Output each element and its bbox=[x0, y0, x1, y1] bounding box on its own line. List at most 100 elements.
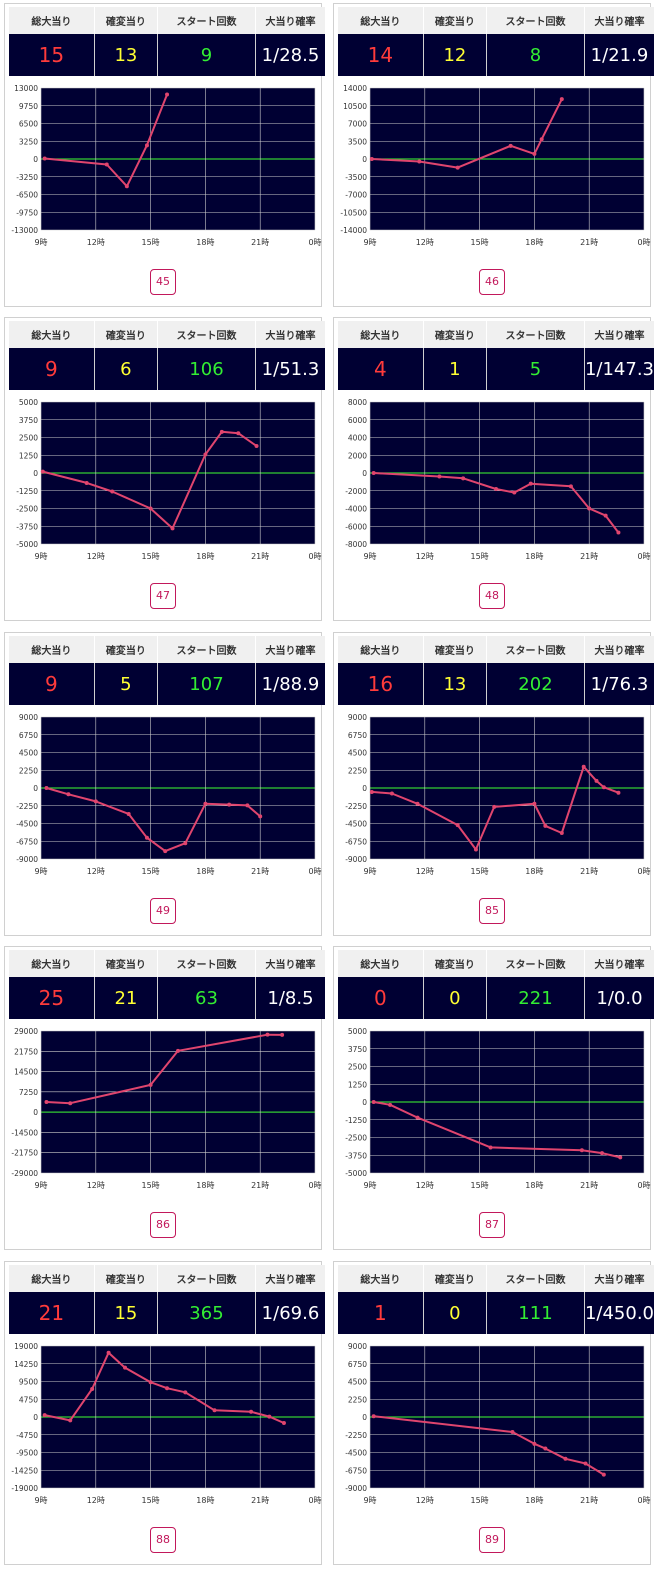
header-kakuhen-hits: 確変当り bbox=[423, 950, 488, 977]
stats-table: 総大当り 確変当り スタート回数 大当り確率 21 15 365 1/69.6 bbox=[9, 1265, 325, 1334]
data-point bbox=[581, 764, 586, 769]
data-point bbox=[93, 799, 98, 804]
start-count-value: 8 bbox=[486, 34, 585, 76]
y-tick-label: -5000 bbox=[345, 1169, 367, 1178]
y-tick-label: 0 bbox=[362, 155, 367, 164]
header-kakuhen-hits: 確変当り bbox=[423, 1265, 488, 1292]
start-count-value: 221 bbox=[486, 977, 585, 1019]
data-point bbox=[281, 1420, 286, 1425]
y-tick-label: -8000 bbox=[345, 540, 367, 549]
y-tick-label: -9000 bbox=[16, 855, 38, 864]
payout-line-chart: 19000 14250 9500 4750 0 -4750 -9500 -14250 -1900… bbox=[11, 1342, 321, 1505]
x-tick-label: 18時 bbox=[525, 867, 543, 876]
y-tick-label: 0 bbox=[362, 1413, 367, 1422]
kakuhen-hits-value: 13 bbox=[423, 663, 488, 705]
data-point bbox=[369, 157, 374, 161]
data-point bbox=[176, 1048, 180, 1053]
x-tick-label: 15時 bbox=[142, 1496, 160, 1505]
payout-line-chart: 14000 10500 7000 3500 0 -3500 -7000 -10500 -1400… bbox=[340, 84, 650, 247]
header-start-count: スタート回数 bbox=[486, 1265, 585, 1292]
data-point bbox=[601, 785, 606, 790]
y-tick-label: -2500 bbox=[16, 505, 38, 514]
data-point bbox=[532, 801, 537, 806]
kakuhen-hits-value: 12 bbox=[423, 34, 488, 76]
header-hit-probability: 大当り確率 bbox=[255, 321, 325, 348]
x-tick-label: 12時 bbox=[416, 1181, 434, 1190]
kakuhen-hits-value: 0 bbox=[423, 977, 488, 1019]
x-tick-label: 9時 bbox=[34, 238, 47, 247]
data-point bbox=[599, 1151, 604, 1156]
header-hit-probability: 大当り確率 bbox=[584, 636, 654, 663]
stats-table: 総大当り 確変当り スタート回数 大当り確率 1 0 111 1/450.0 bbox=[338, 1265, 654, 1334]
y-tick-label: 1250 bbox=[19, 451, 38, 460]
x-tick-label: 9時 bbox=[363, 867, 376, 876]
machine-number-link[interactable]: 88 bbox=[150, 1527, 176, 1553]
y-tick-label: 9750 bbox=[19, 102, 38, 111]
hit-probability-value: 1/51.3 bbox=[255, 348, 325, 390]
data-point bbox=[84, 480, 89, 485]
stats-table: 総大当り 確変当り スタート回数 大当り確率 0 0 221 1/0.0 bbox=[338, 950, 654, 1019]
data-point bbox=[371, 1100, 376, 1104]
header-total-hits: 総大当り bbox=[9, 7, 95, 34]
y-tick-label: 5000 bbox=[19, 398, 38, 407]
stats-table: 総大当り 確変当り スタート回数 大当り確率 9 6 106 1/51.3 bbox=[9, 321, 325, 390]
x-tick-label: 9時 bbox=[363, 1181, 376, 1190]
x-tick-label: 0時 bbox=[637, 1181, 650, 1190]
payout-line-chart: 9000 6750 4500 2250 0 -2250 -4500 -6750 -9000 9時 1… bbox=[345, 1342, 650, 1505]
total-hits-value: 21 bbox=[9, 1292, 95, 1334]
y-tick-label: -1250 bbox=[16, 487, 38, 496]
header-total-hits: 総大当り bbox=[9, 950, 95, 977]
stats-table: 総大当り 確変当り スタート回数 大当り確率 14 12 8 1/21.9 bbox=[338, 7, 654, 76]
y-tick-label: 0 bbox=[362, 1098, 367, 1107]
x-tick-label: 15時 bbox=[471, 238, 489, 247]
kakuhen-hits-value: 5 bbox=[94, 663, 159, 705]
y-tick-label: 6750 bbox=[348, 1360, 367, 1369]
x-tick-label: 21時 bbox=[580, 552, 598, 561]
y-tick-label: 9000 bbox=[348, 1342, 367, 1351]
machine-card: 総大当り 確変当り スタート回数 大当り確率 1 0 111 1/450.0 9000 6750 4… bbox=[333, 1261, 654, 1565]
stats-table: 総大当り 確変当り スタート回数 大当り確率 15 13 9 1/28.5 bbox=[9, 7, 325, 76]
machine-number-link[interactable]: 49 bbox=[150, 898, 176, 924]
data-point bbox=[563, 1456, 568, 1461]
start-count-value: 111 bbox=[486, 1292, 585, 1334]
data-point bbox=[528, 481, 533, 486]
x-tick-label: 0時 bbox=[637, 867, 650, 876]
machine-number-link[interactable]: 47 bbox=[150, 583, 176, 609]
x-tick-label: 0時 bbox=[637, 1496, 650, 1505]
machine-number-link[interactable]: 48 bbox=[479, 583, 505, 609]
y-tick-label: 9000 bbox=[19, 713, 38, 722]
x-tick-label: 15時 bbox=[471, 552, 489, 561]
y-tick-label: -2250 bbox=[345, 802, 367, 811]
y-tick-label: 4500 bbox=[348, 749, 367, 758]
x-tick-label: 15時 bbox=[471, 867, 489, 876]
y-tick-label: 4000 bbox=[348, 434, 367, 443]
machine-number-link[interactable]: 46 bbox=[479, 269, 505, 295]
y-tick-label: 0 bbox=[33, 469, 38, 478]
data-point bbox=[415, 1115, 420, 1120]
data-point bbox=[437, 474, 442, 479]
header-hit-probability: 大当り確率 bbox=[255, 1265, 325, 1292]
machine-number-link[interactable]: 89 bbox=[479, 1527, 505, 1553]
y-tick-label: -14250 bbox=[11, 1466, 38, 1475]
x-tick-label: 0時 bbox=[308, 1496, 321, 1505]
header-kakuhen-hits: 確変当り bbox=[423, 321, 488, 348]
y-tick-label: -13000 bbox=[11, 226, 38, 235]
data-point bbox=[245, 803, 250, 808]
machine-number-link[interactable]: 85 bbox=[479, 898, 505, 924]
data-point bbox=[42, 1413, 47, 1418]
x-tick-label: 21時 bbox=[580, 867, 598, 876]
data-point bbox=[601, 1472, 606, 1477]
data-point bbox=[618, 1155, 623, 1160]
x-tick-label: 9時 bbox=[34, 867, 47, 876]
chart-plot-area bbox=[41, 1031, 315, 1173]
machine-number-link[interactable]: 45 bbox=[150, 269, 176, 295]
x-tick-label: 18時 bbox=[196, 552, 214, 561]
machine-number-link[interactable]: 87 bbox=[479, 1212, 505, 1238]
y-tick-label: 0 bbox=[33, 1108, 38, 1117]
y-tick-label: -2000 bbox=[345, 487, 367, 496]
x-tick-label: 18時 bbox=[196, 1496, 214, 1505]
machine-card: 総大当り 確変当り スタート回数 大当り確率 16 13 202 1/76.3 9000 6750… bbox=[333, 632, 654, 936]
y-tick-label: 7250 bbox=[19, 1088, 38, 1097]
machine-number-link[interactable]: 86 bbox=[150, 1212, 176, 1238]
start-count-value: 5 bbox=[486, 348, 585, 390]
